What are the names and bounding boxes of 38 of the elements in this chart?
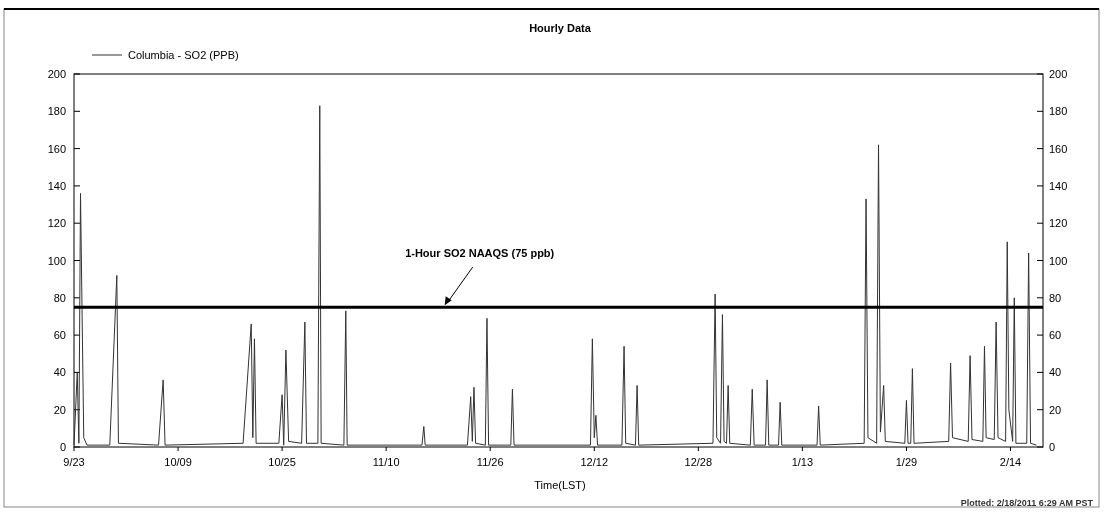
x-tick-label: 1/29 — [895, 456, 918, 468]
x-tick-label: 11/26 — [476, 456, 504, 468]
y-tick-label: 140 — [47, 179, 66, 192]
y2-tick-label: 120 — [1049, 217, 1068, 230]
y-tick-label: 160 — [47, 142, 66, 155]
y2-tick-label: 100 — [1049, 254, 1068, 267]
y2-tick-label: 20 — [1049, 403, 1062, 416]
y-tick-label: 200 — [47, 68, 66, 80]
x-axis-title: Time(LST) — [534, 479, 586, 491]
text: Plotted: 2/18/2011 6:29 AM PST — [960, 498, 1094, 508]
y-tick-label: 180 — [47, 105, 66, 118]
y-tick-label: 120 — [47, 217, 66, 230]
line-series — [73, 105, 1037, 446]
y2-tick-label: 200 — [1049, 68, 1068, 80]
y-tick-label: 0 — [59, 441, 66, 453]
y-tick-label: 60 — [53, 329, 66, 342]
legend-label: Columbia - SO2 (PPB) — [128, 49, 239, 61]
y2-tick-label: 40 — [1049, 366, 1062, 379]
y2-tick-label: 140 — [1049, 179, 1068, 192]
y2-tick-label: 180 — [1049, 105, 1068, 118]
y-tick-label: 100 — [47, 254, 66, 267]
y2-tick-label: 60 — [1049, 329, 1062, 342]
x-tick-label: 1/13 — [791, 456, 814, 468]
y2-tick-label: 80 — [1049, 291, 1062, 304]
y2-tick-label: 160 — [1049, 142, 1068, 155]
x-tick-label: 10/25 — [268, 456, 296, 468]
x-tick-label: 10/09 — [164, 456, 192, 468]
x-tick-label: 9/23 — [63, 456, 85, 468]
y-tick-label: 40 — [53, 366, 66, 379]
chart-title: Hourly Data — [529, 22, 592, 34]
y-tick-label: 80 — [53, 291, 66, 304]
x-tick-label: 11/10 — [372, 456, 400, 468]
y2-tick-label: 0 — [1049, 441, 1056, 453]
x-tick-label: 12/28 — [684, 456, 713, 468]
annotation: 1-Hour SO2 NAAQS (75 ppb) — [405, 247, 555, 260]
x-tick-label: 12/12 — [580, 456, 609, 468]
x-tick-label: 2/14 — [999, 456, 1022, 468]
y-tick-label: 20 — [53, 403, 66, 416]
